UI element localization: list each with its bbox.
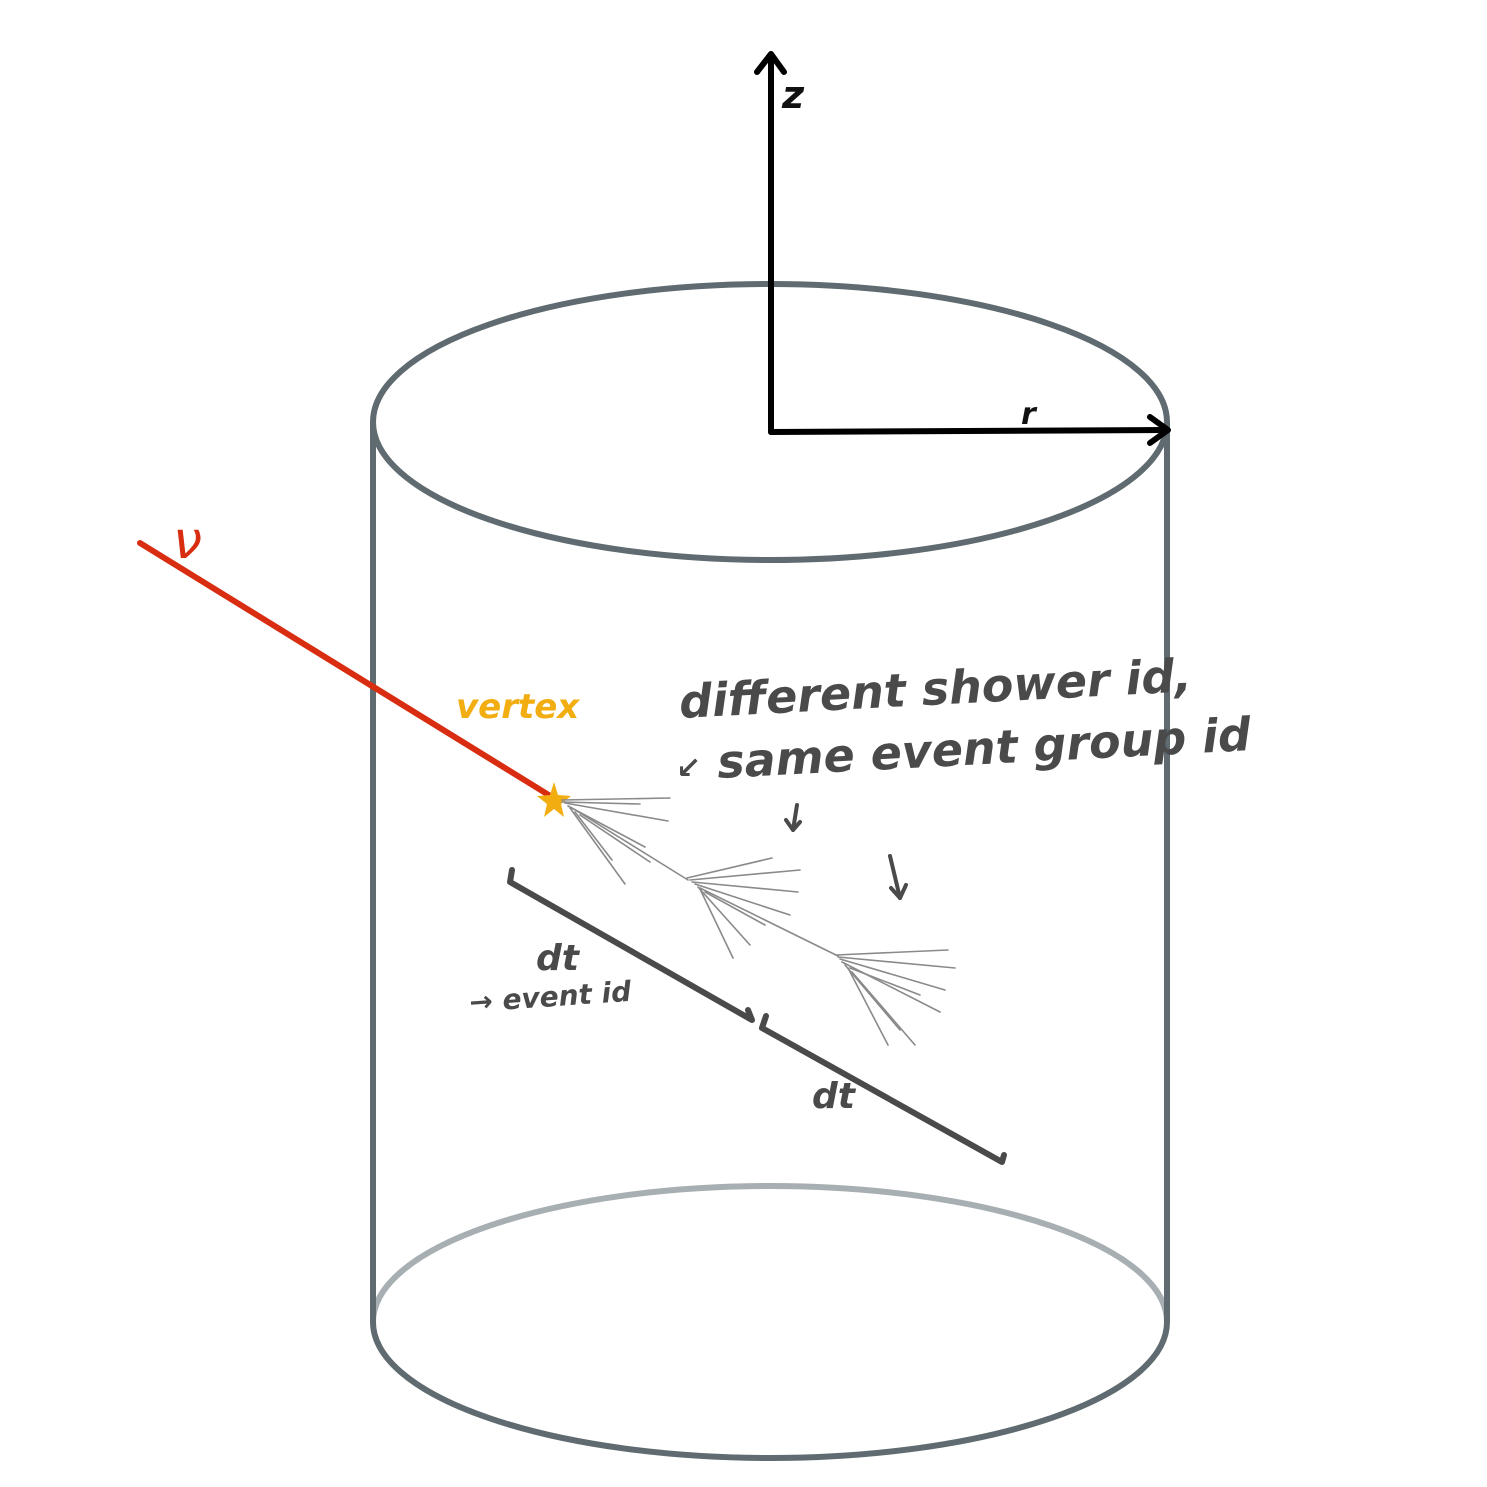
neutrino-label: ν xyxy=(173,511,202,571)
dt-label-2: dt xyxy=(812,1076,857,1117)
neutrino-track xyxy=(137,540,555,800)
shower-1 xyxy=(561,797,689,885)
arrow-to-shower-3-icon xyxy=(888,854,908,900)
vertex-star-icon xyxy=(537,782,571,817)
cylinder-detector xyxy=(370,281,1170,1461)
shower-2 xyxy=(686,857,839,959)
shower-3 xyxy=(835,949,956,1046)
annotation-bullet: ↙ xyxy=(676,751,701,786)
event-id-label: → event id xyxy=(468,975,633,1019)
dt-label-1: dt xyxy=(536,938,581,979)
z-axis-arrowhead xyxy=(754,51,787,75)
arrow-to-shower-2-icon xyxy=(784,803,802,832)
dt-bracket-1 xyxy=(507,867,755,1023)
r-axis-line xyxy=(768,427,1169,435)
cylinder-bottom-back-arc xyxy=(370,1183,1170,1323)
pointer-arrows xyxy=(784,803,908,900)
vertex-label: vertex xyxy=(456,687,580,727)
showers xyxy=(561,797,956,1046)
dt-bracket-2 xyxy=(759,1013,1007,1165)
cylinder-bottom-front-arc xyxy=(370,1321,1170,1461)
time-brackets xyxy=(507,867,1007,1165)
r-axis-arrowhead xyxy=(1147,414,1171,446)
z-axis-label: z xyxy=(781,73,805,117)
r-axis-label: r xyxy=(1021,397,1038,432)
axes xyxy=(754,51,1171,446)
